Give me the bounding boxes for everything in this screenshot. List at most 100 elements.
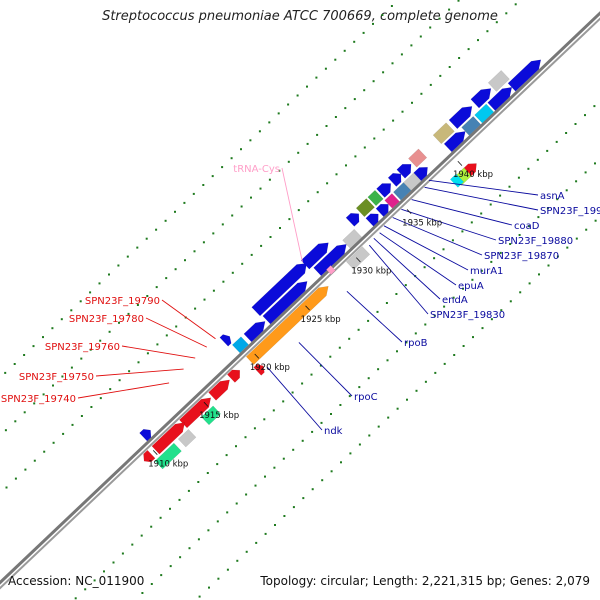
scale-dot	[377, 425, 380, 428]
scale-dot	[33, 402, 36, 405]
scale-dot	[480, 269, 483, 272]
forward-cds	[139, 428, 152, 442]
kbp-tick-mark	[203, 401, 209, 407]
scale-dot	[565, 132, 568, 134]
scale-dot	[98, 282, 101, 285]
kbp-tick-label: 1910 kbp	[148, 459, 188, 469]
label-leader	[411, 199, 513, 226]
scale-dot	[42, 336, 44, 339]
scale-dot	[354, 155, 357, 158]
scale-dot	[146, 295, 149, 297]
scale-dot	[372, 80, 375, 83]
label-leader	[298, 342, 353, 397]
forward-cds	[243, 321, 266, 343]
scale-dot	[179, 556, 182, 559]
forward-cds	[300, 242, 329, 270]
scale-dot	[202, 184, 205, 186]
scale-dot	[140, 534, 143, 537]
scale-dot	[348, 395, 351, 398]
scale-dot	[424, 380, 427, 383]
genome-title: Streptococcus pneumoniae ATCC 700669, co…	[102, 9, 498, 24]
scale-dot	[259, 187, 262, 190]
scale-dot	[230, 157, 233, 160]
scale-dot	[268, 121, 271, 124]
reverse-cds	[143, 449, 156, 463]
scale-dot	[301, 439, 304, 442]
scale-dot	[349, 452, 352, 455]
scale-dot	[373, 137, 376, 140]
scale-dot	[297, 151, 300, 154]
scale-dot	[51, 327, 54, 330]
kbp-tick-mark	[305, 305, 310, 311]
scale-dot	[490, 318, 493, 321]
scale-dot	[89, 348, 92, 351]
label-leader	[428, 179, 539, 196]
label-leader	[424, 186, 539, 211]
scale-dot	[14, 420, 17, 423]
scale-dot	[225, 454, 228, 457]
kbp-tick-mark	[152, 450, 158, 455]
scale-dot	[324, 67, 327, 70]
forward-cds-cyan	[474, 103, 495, 124]
scale-dot	[127, 312, 130, 315]
scale-dot	[160, 574, 163, 577]
scale-dot	[575, 180, 578, 183]
scale-dot	[340, 461, 342, 464]
scale-dot	[137, 361, 140, 364]
forward-cds	[313, 243, 347, 277]
scale-dot	[136, 246, 139, 249]
scale-dot	[537, 216, 540, 219]
scale-dot	[287, 103, 290, 106]
forward-cds-cyan	[231, 336, 249, 354]
forward-cds	[470, 88, 492, 109]
scale-dot	[159, 516, 162, 519]
scale-dot	[334, 58, 337, 61]
scale-dot	[70, 309, 73, 312]
scale-dot	[131, 543, 134, 546]
kbp-tick-label: 1935 kbp	[402, 218, 442, 228]
scale-dot	[244, 436, 247, 439]
scale-dot	[292, 448, 295, 451]
scale-dot	[353, 40, 356, 43]
scale-dot	[391, 62, 394, 65]
label-SPN23F_19830: SPN23F_19830	[430, 310, 505, 321]
scale-dot	[288, 218, 291, 221]
label-leader	[383, 225, 469, 271]
label-coaD: coaD	[514, 221, 540, 232]
kbp-ticks: 1910 kbp 1915 kbp 1920 kbp 1925 kbp 1930 kbp…	[148, 160, 493, 469]
scale-dot	[109, 388, 112, 391]
label-trna-cys: tRNA-Cys	[233, 164, 280, 175]
scale-dot	[164, 219, 167, 222]
scale-dot	[103, 570, 105, 573]
forward-cds-steel	[461, 116, 482, 136]
scale-dot	[528, 225, 530, 228]
label-SPN23F_19790: SPN23F_19790	[85, 296, 160, 307]
scale-dot	[594, 162, 596, 165]
scale-dot	[406, 398, 408, 401]
scale-dot	[310, 373, 313, 376]
scale-dot	[334, 116, 337, 118]
scale-dot	[212, 289, 215, 292]
scale-dot	[477, 39, 479, 42]
reverse-cds-grey	[345, 246, 371, 270]
scale-dot	[197, 481, 200, 483]
scale-dot	[462, 345, 465, 347]
scale-dot	[5, 486, 8, 489]
scale-dot	[584, 114, 586, 117]
scale-dot	[287, 160, 290, 163]
label-rpoC: rpoC	[354, 392, 378, 403]
scale-dot	[211, 175, 214, 178]
scale-dot	[250, 253, 253, 256]
scale-dot	[260, 244, 263, 247]
forward-cds	[448, 106, 473, 130]
scale-dot	[377, 368, 380, 371]
scale-dot	[226, 511, 229, 514]
scale-dot	[279, 227, 281, 229]
trna-cys	[325, 265, 336, 275]
scale-dot	[343, 49, 346, 52]
scale-dot	[518, 234, 521, 236]
scale-dot	[486, 30, 489, 33]
scale-dot	[528, 282, 531, 285]
